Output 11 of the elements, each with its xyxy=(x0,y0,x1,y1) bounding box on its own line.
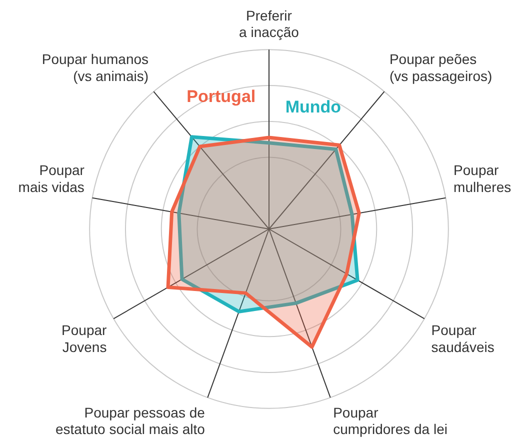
spoke-label: Poupar humanos (vs animais) xyxy=(42,51,149,84)
spoke-label: Poupar cumpridores da lei xyxy=(333,404,448,438)
spoke-label: Poupar Jovens xyxy=(62,322,108,355)
spoke-label: Poupar saudáveis xyxy=(431,322,494,355)
series-label: Mundo xyxy=(285,97,342,116)
spoke-label: Poupar mulheres xyxy=(454,162,512,195)
spoke-label: Preferir a inacção xyxy=(239,7,300,40)
series-label: Portugal xyxy=(186,87,256,106)
spoke-label: Poupar mais vidas xyxy=(18,162,85,195)
spoke-label: Poupar pessoas de estatuto social mais alto xyxy=(56,404,206,438)
spoke-label: Poupar peões (vs passageiros) xyxy=(389,51,492,84)
